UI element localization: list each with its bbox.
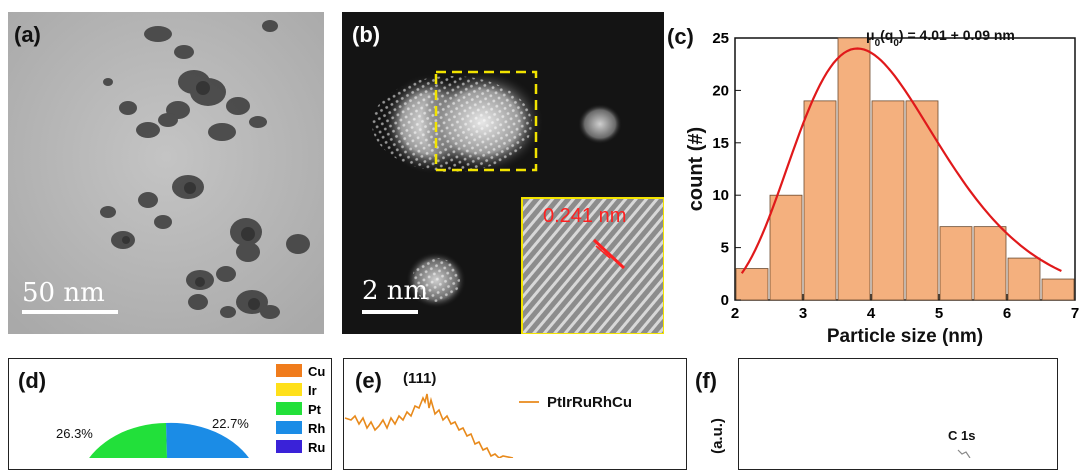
y-tick-label: 15 [712,135,729,152]
legend-swatch-cu [276,364,302,377]
x-tick-label: 2 [731,305,739,322]
slice-label-pt: 26.3% [56,426,93,441]
y-tick-label: 10 [712,187,729,204]
panel-label-d: (d) [18,368,47,393]
panel-label-a: (a) [14,22,41,47]
histogram-bar [905,100,939,301]
pie-slices [89,422,249,458]
pie-legend: Cu Ir Pt Rh Ru [276,364,325,455]
x-tick-label: 6 [1003,305,1011,322]
distribution-annotation: μ0(q0) = 4.01 + 0.09 nm [866,27,1015,49]
histogram-bar [837,37,871,301]
legend-label-ru: Ru [308,440,325,455]
x-tick-label: 3 [799,305,807,322]
x-tick-label: 4 [867,305,876,322]
y-axis-label: count (#) [685,127,707,211]
scale-bar-label-b: 2 nm [362,276,429,306]
legend-label: PtIrRuRhCu [547,394,632,411]
slice-label-rh: 22.7% [212,416,249,431]
composition-pie: 26.3% 22.7% Cu Ir Pt Rh Ru [56,364,325,458]
particle-size-histogram: 2 3 4 5 6 7 0 5 10 15 20 25 Particle size (nm) cou… [685,27,1079,347]
haadf-particles [372,70,664,334]
legend-label-rh: Rh [308,421,325,436]
legend-swatch-ru [276,440,302,453]
histogram-bar [769,194,803,301]
y-tick-label: 5 [721,240,729,257]
selection-box [434,70,538,172]
legend-label-pt: Pt [308,402,322,417]
scale-bar-a [22,310,118,314]
xps-spectrum: (a.u.) C 1s [709,418,975,458]
plot-frame [734,37,1076,301]
x-tick-label: 7 [1071,305,1079,322]
pie-slice-rh [166,422,249,458]
scale-bar-b [362,310,418,314]
fit-curve [740,47,1062,274]
x-axis-label: Particle size (nm) [827,326,983,347]
haadf-image-panel-b [342,12,664,334]
peak-label-111: (111) [403,370,437,387]
legend-label-cu: Cu [308,364,325,379]
histogram-bar [803,100,837,301]
y-tick-label: 20 [712,82,729,99]
scale-bar-label-a: 50 nm [22,278,105,308]
peak-label-c1s: C 1s [948,428,975,443]
x-tick-label: 5 [935,305,943,322]
pie-slice-pt [89,423,167,458]
tem-image-panel-a [8,12,324,334]
panel-label-b: (b) [352,22,381,47]
legend-swatch-ir [276,383,302,396]
histogram-bar [1041,278,1075,301]
lattice-spacing-label: 0.241 nm [543,205,627,227]
panel-label-f: (f) [695,368,717,393]
xps-trace [957,449,971,458]
y-axis-label-partial: (a.u.) [709,418,726,454]
histogram-bar [735,268,769,301]
histogram-bar [939,226,973,301]
xrd-pattern: PtIrRuRhCu [344,393,632,458]
legend-label-ir: Ir [308,383,317,398]
panel-label-c: (c) [667,24,694,49]
histogram-bar [871,100,905,301]
tem-nanoparticle-clusters [8,12,324,334]
y-tick-label: 0 [721,292,729,309]
histogram-bar [1007,257,1041,301]
legend-swatch-rh [276,421,302,434]
fft-inset [521,197,664,334]
histogram-bar [973,226,1007,301]
legend-swatch-pt [276,402,302,415]
y-tick-label: 25 [712,30,729,47]
xrd-trace [344,393,514,458]
panel-label-e: (e) [355,368,382,393]
